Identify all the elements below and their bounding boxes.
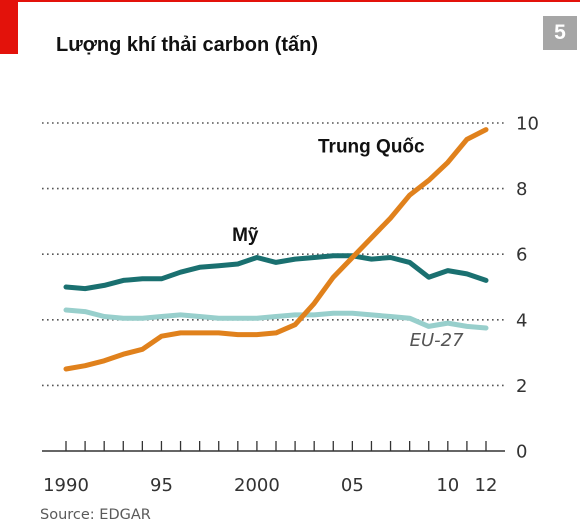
series-line-1 xyxy=(63,307,489,331)
series-line-0 xyxy=(63,253,489,292)
series-lines xyxy=(63,127,489,372)
chart-number-badge: 5 xyxy=(543,16,577,50)
y-tick-label-10: 10 xyxy=(516,114,539,135)
series-label-2: Trung Quốc xyxy=(318,137,425,158)
y-tick-label-6: 6 xyxy=(516,245,527,266)
x-tick-label-2000: 2000 xyxy=(234,475,280,496)
x-tick-label-05: 05 xyxy=(341,475,364,496)
source-note: Source: EDGAR xyxy=(40,507,151,523)
chart-title: Lượng khí thải carbon (tấn) xyxy=(56,34,319,56)
brand-red-tab xyxy=(0,0,18,54)
x-tick-label-95: 95 xyxy=(150,475,173,496)
x-tick-label-1990: 1990 xyxy=(43,475,89,496)
series-line-2 xyxy=(63,127,489,372)
brand-top-rule xyxy=(18,0,580,2)
y-tick-label-4: 4 xyxy=(516,310,527,331)
series-label-1: EU-27 xyxy=(410,330,464,351)
x-axis xyxy=(42,441,505,452)
x-tick-label-12: 12 xyxy=(475,475,498,496)
x-tick-label-10: 10 xyxy=(436,475,459,496)
labels: 0 2 4 6 8 10 1990 95 2000 05 10 12 Mỹ EU-27 Trung Quốc xyxy=(43,114,539,497)
y-tick-label-2: 2 xyxy=(516,376,527,397)
series-label-0: Mỹ xyxy=(232,225,259,246)
y-tick-label-0: 0 xyxy=(516,442,527,463)
y-tick-label-8: 8 xyxy=(516,179,527,200)
grid-lines xyxy=(42,122,505,387)
